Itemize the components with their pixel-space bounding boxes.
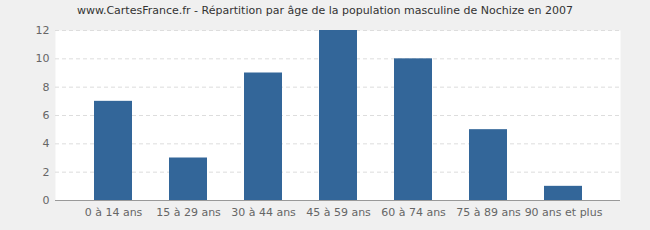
svg-text:0 à 14 ans: 0 à 14 ans [85, 206, 143, 219]
svg-text:60 à 74 ans: 60 à 74 ans [381, 206, 446, 219]
svg-text:90 ans et plus: 90 ans et plus [525, 206, 603, 219]
svg-text:45 à 59 ans: 45 à 59 ans [306, 206, 371, 219]
svg-text:6: 6 [43, 109, 50, 122]
svg-text:8: 8 [43, 81, 50, 94]
svg-text:75 à 89 ans: 75 à 89 ans [456, 206, 521, 219]
svg-text:30 à 44 ans: 30 à 44 ans [231, 206, 296, 219]
html-text:www.CartesFrance.fr - Répartit: www.CartesFrance.fr - Répartition par âg… [76, 4, 574, 17]
svg-text:12: 12 [36, 24, 50, 37]
svg-text:2: 2 [43, 166, 50, 179]
svg-text:10: 10 [36, 52, 50, 65]
svg-text:15 à 29 ans: 15 à 29 ans [156, 206, 221, 219]
svg-text:0: 0 [43, 194, 50, 207]
svg-text:4: 4 [43, 137, 50, 150]
